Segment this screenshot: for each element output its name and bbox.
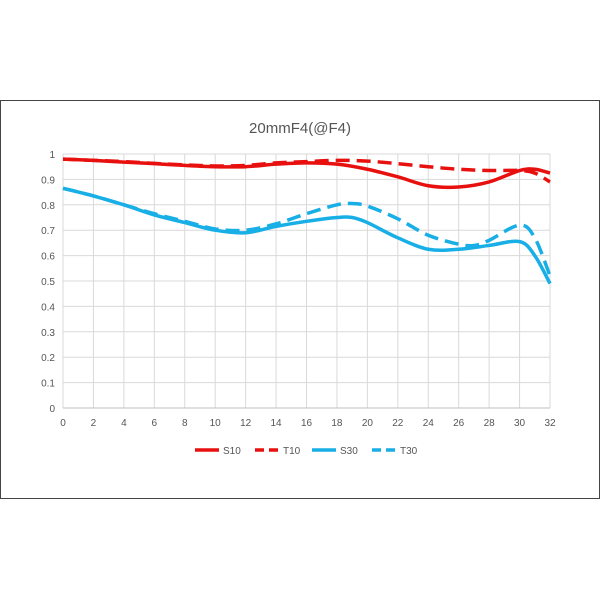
y-tick-label: 0.3 bbox=[41, 328, 55, 339]
y-tick-label: 0.9 bbox=[41, 175, 55, 186]
x-tick-label: 22 bbox=[392, 418, 404, 429]
x-tick-label: 12 bbox=[240, 418, 252, 429]
y-tick-label: 0 bbox=[49, 404, 55, 415]
x-tick-label: 28 bbox=[484, 418, 496, 429]
ticks: 0 2 4 6 8 10 12 14 16 18 20 22 24 26 28 30 3200.10.20.30… bbox=[41, 150, 556, 429]
x-tick-label: 2 bbox=[91, 418, 97, 429]
grid bbox=[62, 153, 551, 409]
y-tick-label: 0.2 bbox=[41, 353, 55, 364]
x-tick-label: 4 bbox=[121, 418, 127, 429]
chart-title: 20mmF4(@F4) bbox=[249, 120, 351, 137]
legend-label: T30 bbox=[400, 446, 418, 457]
x-tick-label: 26 bbox=[453, 418, 465, 429]
x-tick-label: 16 bbox=[301, 418, 313, 429]
series-line-t10 bbox=[62, 157, 551, 184]
y-tick-label: 0.8 bbox=[41, 201, 55, 212]
series-lines bbox=[62, 157, 552, 285]
x-tick-label: 14 bbox=[271, 418, 283, 429]
legend-label: S10 bbox=[223, 446, 241, 457]
x-tick-label: 32 bbox=[544, 418, 556, 429]
x-tick-label: 10 bbox=[210, 418, 222, 429]
x-tick-label: 18 bbox=[331, 418, 343, 429]
y-tick-label: 0.1 bbox=[41, 379, 55, 390]
x-tick-label: 8 bbox=[182, 418, 188, 429]
series-line-t30 bbox=[62, 186, 552, 277]
y-tick-label: 1 bbox=[49, 150, 55, 161]
y-tick-label: 0.7 bbox=[41, 226, 55, 237]
x-tick-label: 0 bbox=[60, 418, 66, 429]
y-tick-label: 0.6 bbox=[41, 252, 55, 263]
x-tick-label: 30 bbox=[514, 418, 526, 429]
y-tick-label: 0.4 bbox=[41, 302, 55, 313]
legend-label: S30 bbox=[340, 446, 358, 457]
x-tick-label: 6 bbox=[152, 418, 158, 429]
x-tick-label: 24 bbox=[423, 418, 435, 429]
legend: S10 T10 S30 T30 bbox=[195, 446, 418, 457]
y-tick-label: 0.5 bbox=[41, 277, 55, 288]
x-tick-label: 20 bbox=[362, 418, 374, 429]
legend-label: T10 bbox=[283, 446, 301, 457]
